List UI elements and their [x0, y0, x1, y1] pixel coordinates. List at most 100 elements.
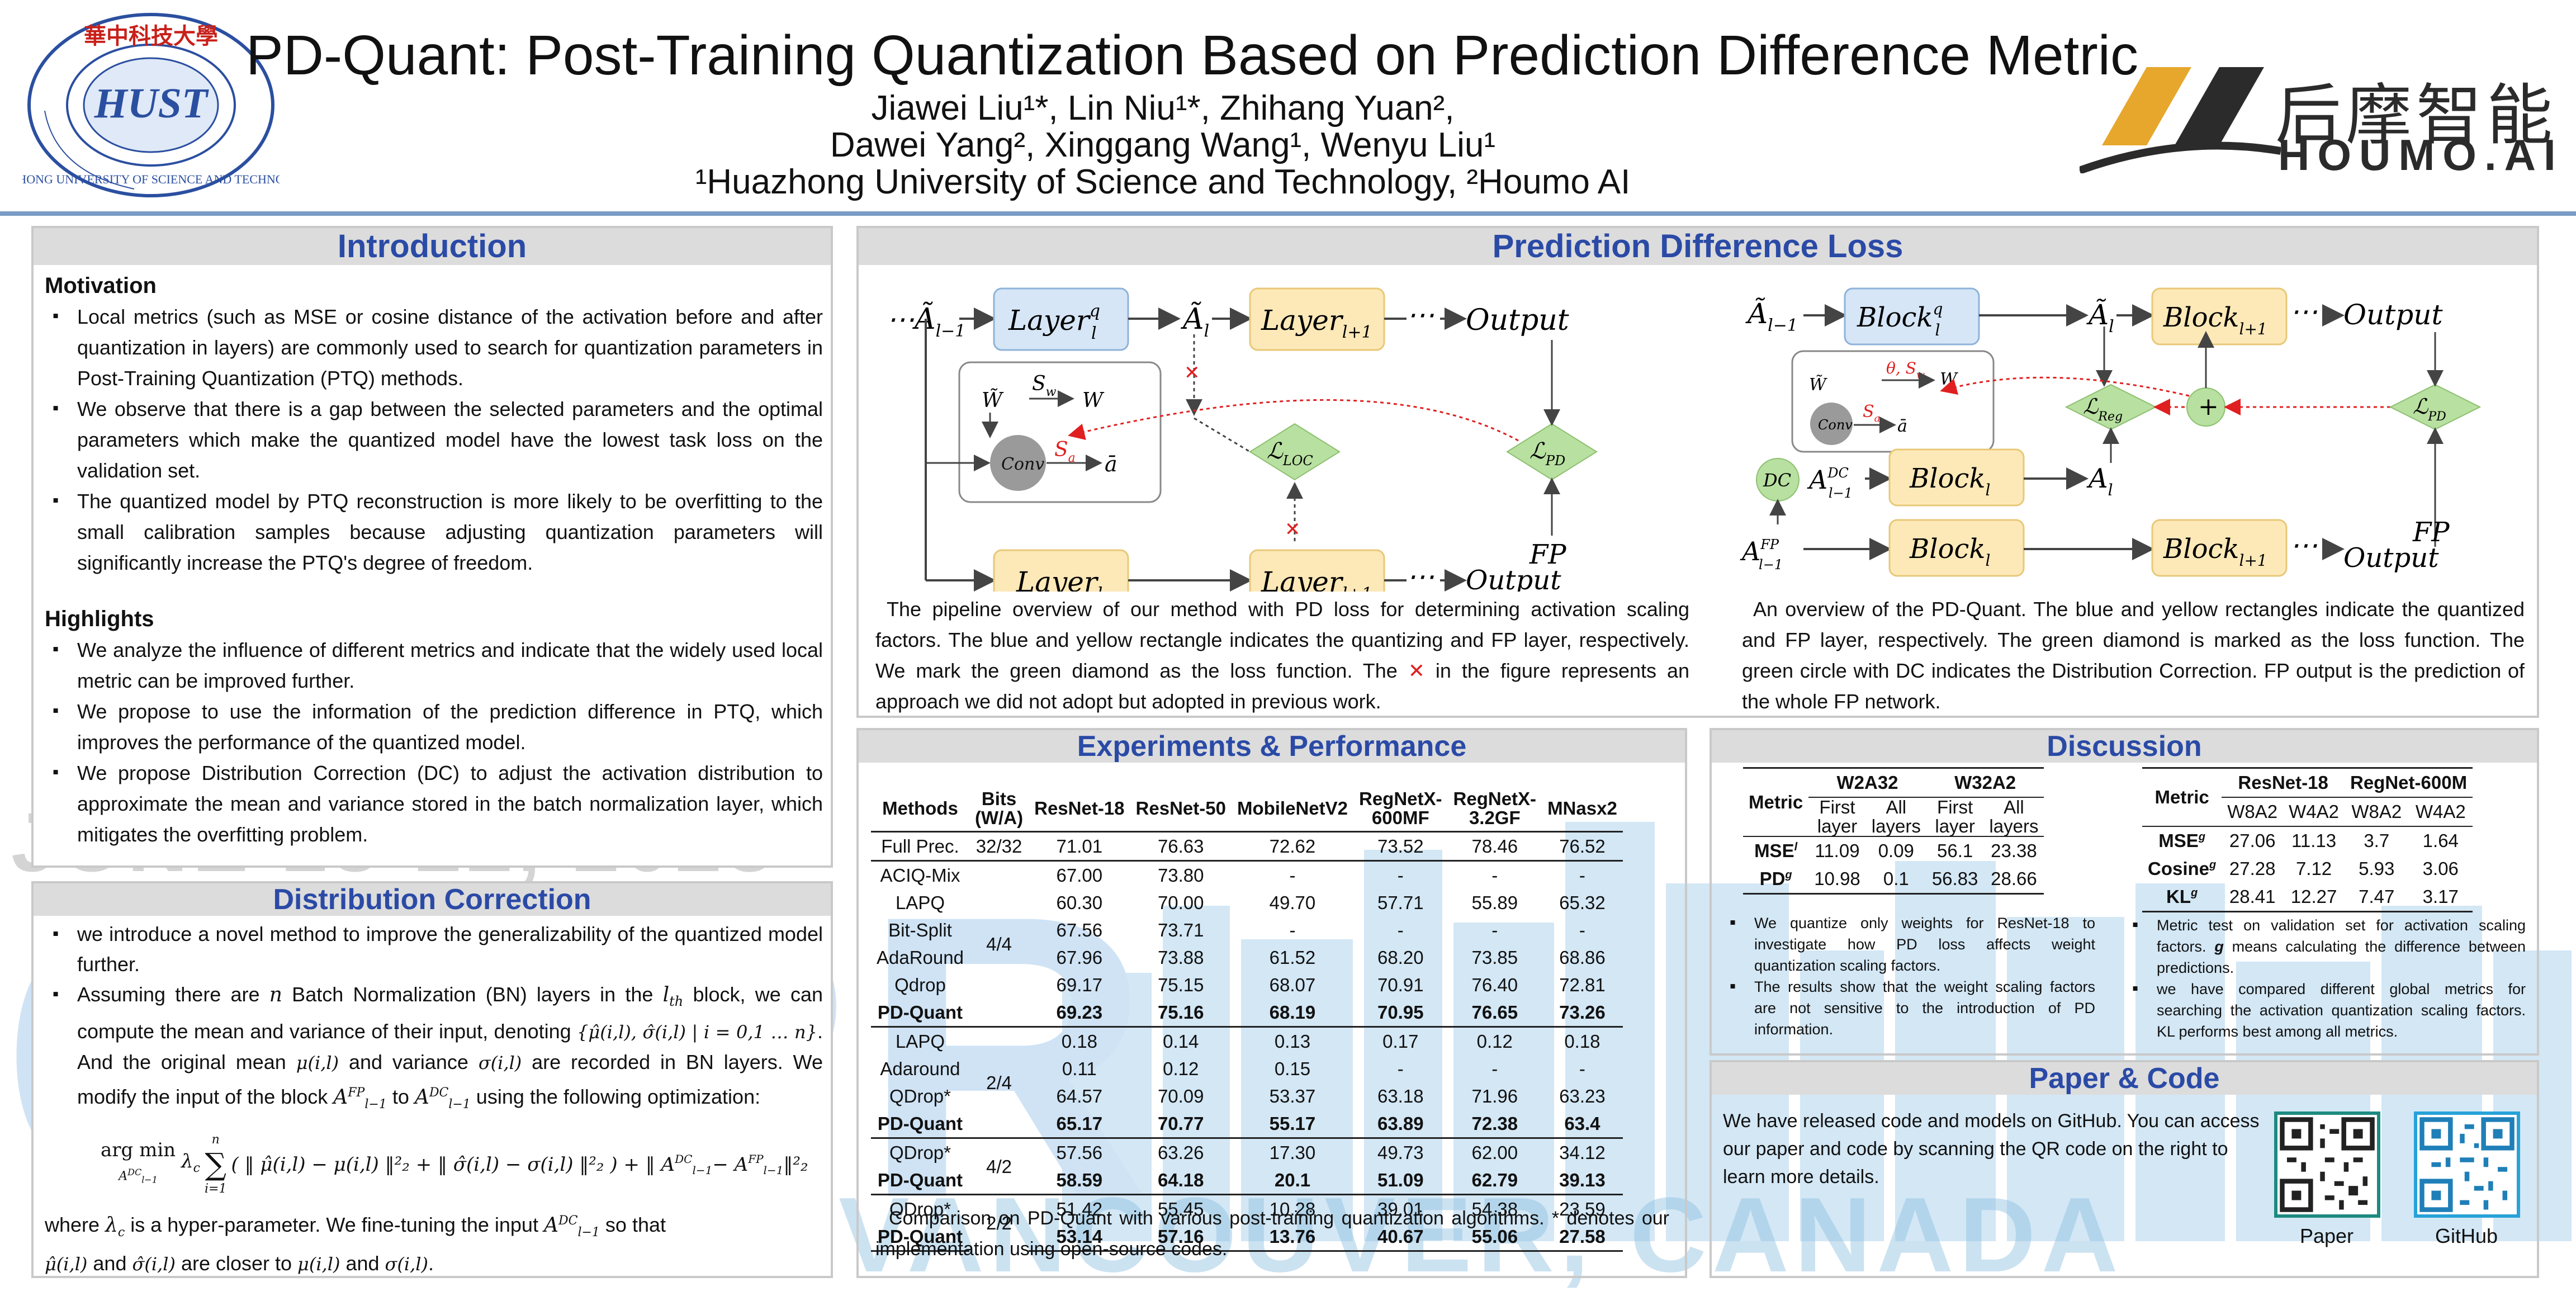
table-cell: 73.85 — [1471, 947, 1518, 968]
table-cell: 10.28 — [1231, 1194, 1353, 1223]
t2-sub-all: All layers — [1871, 797, 1921, 836]
experiments-panel: Experiments & Performance Methods Bits (W… — [856, 728, 1687, 1278]
d2-pd: ℒPD — [2413, 394, 2446, 424]
table-row: PDg 10.98 0.1 56.83 28.66 — [1743, 865, 2044, 894]
table-cell: 0.14 — [1130, 1026, 1232, 1055]
highlights-title: Highlights — [45, 607, 154, 631]
table-cell: 67.96 — [1056, 947, 1103, 968]
d2-block-fp: Blockl — [1909, 533, 1990, 570]
d2-dc: DC — [1763, 470, 1791, 491]
t2-sub-first: First layer — [1935, 797, 1975, 836]
d2-a-bar: ā — [1897, 417, 1907, 436]
row-bits: 2/2 — [969, 1194, 1029, 1251]
d2-w: W — [1940, 370, 1958, 389]
d2-block-fp-next-box — [2151, 519, 2288, 577]
table-cell: - — [1231, 860, 1353, 889]
table-cell: 63.89 — [1377, 1113, 1424, 1134]
table-row: PD-Quant 65.17 70.77 55.17 63.89 72.38 63.4 — [871, 1110, 1623, 1138]
row-method: Full Prec. — [871, 831, 969, 861]
houmo-logo-mark — [2080, 67, 2281, 173]
d2-block-l: Blockl — [1909, 463, 1990, 499]
github-qr-code[interactable] — [2414, 1111, 2520, 1218]
d1-layer-q: Layerq l — [1008, 301, 1100, 343]
d1-conv: Conv — [1001, 455, 1044, 474]
row-method: LAPQ — [895, 892, 945, 913]
github-qr-label: GitHub — [2435, 1224, 2498, 1247]
table-cell: 57.71 — [1377, 892, 1424, 913]
row-method: Qdrop — [894, 975, 946, 995]
list-item: We observe that there is a gap between t… — [53, 392, 823, 486]
table-cell: 55.89 — [1471, 892, 1518, 913]
table-cell: 68.20 — [1377, 947, 1424, 968]
d1-cross-bottom: ✕ — [1285, 518, 1301, 541]
d1-s-w: Sw — [1032, 372, 1057, 399]
experiments-heading: Experiments & Performance — [859, 730, 1685, 763]
table-row: Qdrop 69.17 75.15 68.07 70.91 76.40 72.81 — [871, 971, 1623, 999]
d2-theta: θ, Sw — [1886, 359, 1925, 381]
table-cell: - — [1579, 1058, 1585, 1079]
table-cell: 71.96 — [1471, 1086, 1518, 1106]
col-regnetx600: RegNetX- 600MF — [1353, 786, 1448, 833]
table-cell: - — [1289, 920, 1296, 940]
d1-cross-top: ✕ — [1184, 362, 1200, 384]
paper-code-text: We have released code and models on GitH… — [1723, 1110, 2260, 1188]
table-row: ACIQ-Mix 4/4 67.00 73.80- - - - — [871, 860, 1623, 1027]
d1-fp-output: Output — [1466, 565, 1561, 592]
introduction-body: Motivation Local metrics (such as MSE or… — [45, 271, 823, 850]
table-cell: 60.30 — [1056, 892, 1103, 913]
table-row: LAPQ 60.30 70.00 49.70 57.71 55.89 65.32 — [871, 889, 1623, 916]
table-cell: 75.16 — [1157, 1002, 1204, 1023]
qr-pattern-icon — [2419, 1117, 2515, 1212]
table-cell: 0.12 — [1447, 1026, 1542, 1055]
table-cell: 72.38 — [1471, 1113, 1518, 1134]
table-cell: 64.57 — [1056, 1086, 1103, 1106]
d2-fp-label: FP — [2412, 517, 2450, 548]
table-cell: 68.19 — [1269, 1002, 1316, 1023]
table-row: MSEg 27.06 11.13 3.7 1.64 — [2158, 830, 2459, 851]
table-cell: 53.37 — [1269, 1086, 1316, 1106]
table-cell: 51.42 — [1029, 1194, 1130, 1223]
poster-header: 華中科技大學 HUST HUAZHONG UNIVERSITY OF SCIEN… — [0, 0, 2576, 211]
table-cell: 55.45 — [1130, 1194, 1232, 1223]
header-divider — [0, 211, 2576, 216]
paper-qr-code[interactable] — [2274, 1111, 2380, 1218]
d2-conv-node — [1810, 403, 1853, 445]
col-resnet50: ResNet-50 — [1130, 786, 1232, 833]
table-cell: 71.01 — [1029, 831, 1130, 861]
qr-pattern-icon — [2280, 1117, 2375, 1212]
table-cell: 53.14 — [1029, 1223, 1130, 1252]
table-row: Bit-Split 67.56 73.71 - - - - — [871, 916, 1623, 944]
table-cell: 57.16 — [1130, 1223, 1232, 1252]
table-cell: 0.12 — [1163, 1058, 1199, 1079]
d1-pd: ℒPD — [1530, 438, 1565, 469]
table-cell: 70.77 — [1157, 1113, 1204, 1134]
dc-equation: arg min ADCl−1 λc n ∑ i=1 ( ‖ μ̂(i,l) − … — [101, 1133, 808, 1196]
introduction-panel: Introduction Motivation Local metrics (s… — [31, 226, 833, 868]
table-cell: 69.17 — [1056, 975, 1103, 995]
table-cell: 76.40 — [1471, 975, 1518, 995]
table-cell: 68.07 — [1269, 975, 1316, 995]
d2-a-fp: AFP l−1 — [1740, 536, 1783, 573]
table-cell: 0.18 — [1542, 1026, 1623, 1055]
table-cell: 40.67 — [1353, 1223, 1448, 1252]
t2-group-w32a2: W32A2 — [1926, 768, 2044, 798]
discussion-notes-left: We quantize only weights for ResNet-18 t… — [1730, 911, 2095, 1040]
table-cell: 54.38 — [1447, 1194, 1542, 1223]
row-method: Adaround — [880, 1058, 960, 1079]
d2-output: Output — [2343, 299, 2443, 331]
list-item: We analyze the influence of different me… — [53, 633, 823, 696]
table-cell: 73.71 — [1157, 920, 1204, 940]
table-cell: 73.88 — [1157, 947, 1204, 968]
list-item: we introduce a novel method to improve t… — [53, 918, 823, 980]
table-cell: 62.79 — [1471, 1170, 1518, 1190]
d1-layer-next: Layerl+1 — [1261, 304, 1372, 342]
col-methods: Methods — [871, 786, 969, 833]
activation-metric-table: Metric ResNet-18 RegNet-600M W8A2 W4A2 W… — [2142, 767, 2473, 912]
table-cell: - — [1397, 920, 1404, 940]
table-cell: 68.86 — [1559, 947, 1606, 968]
row-method: Bit-Split — [888, 920, 952, 940]
t3-group-resnet18: ResNet-18 — [2222, 768, 2345, 798]
d2-plus: + — [2198, 392, 2219, 421]
d1-a-prev: Ãl−1 — [912, 302, 965, 341]
table-cell: 73.26 — [1559, 1002, 1606, 1023]
